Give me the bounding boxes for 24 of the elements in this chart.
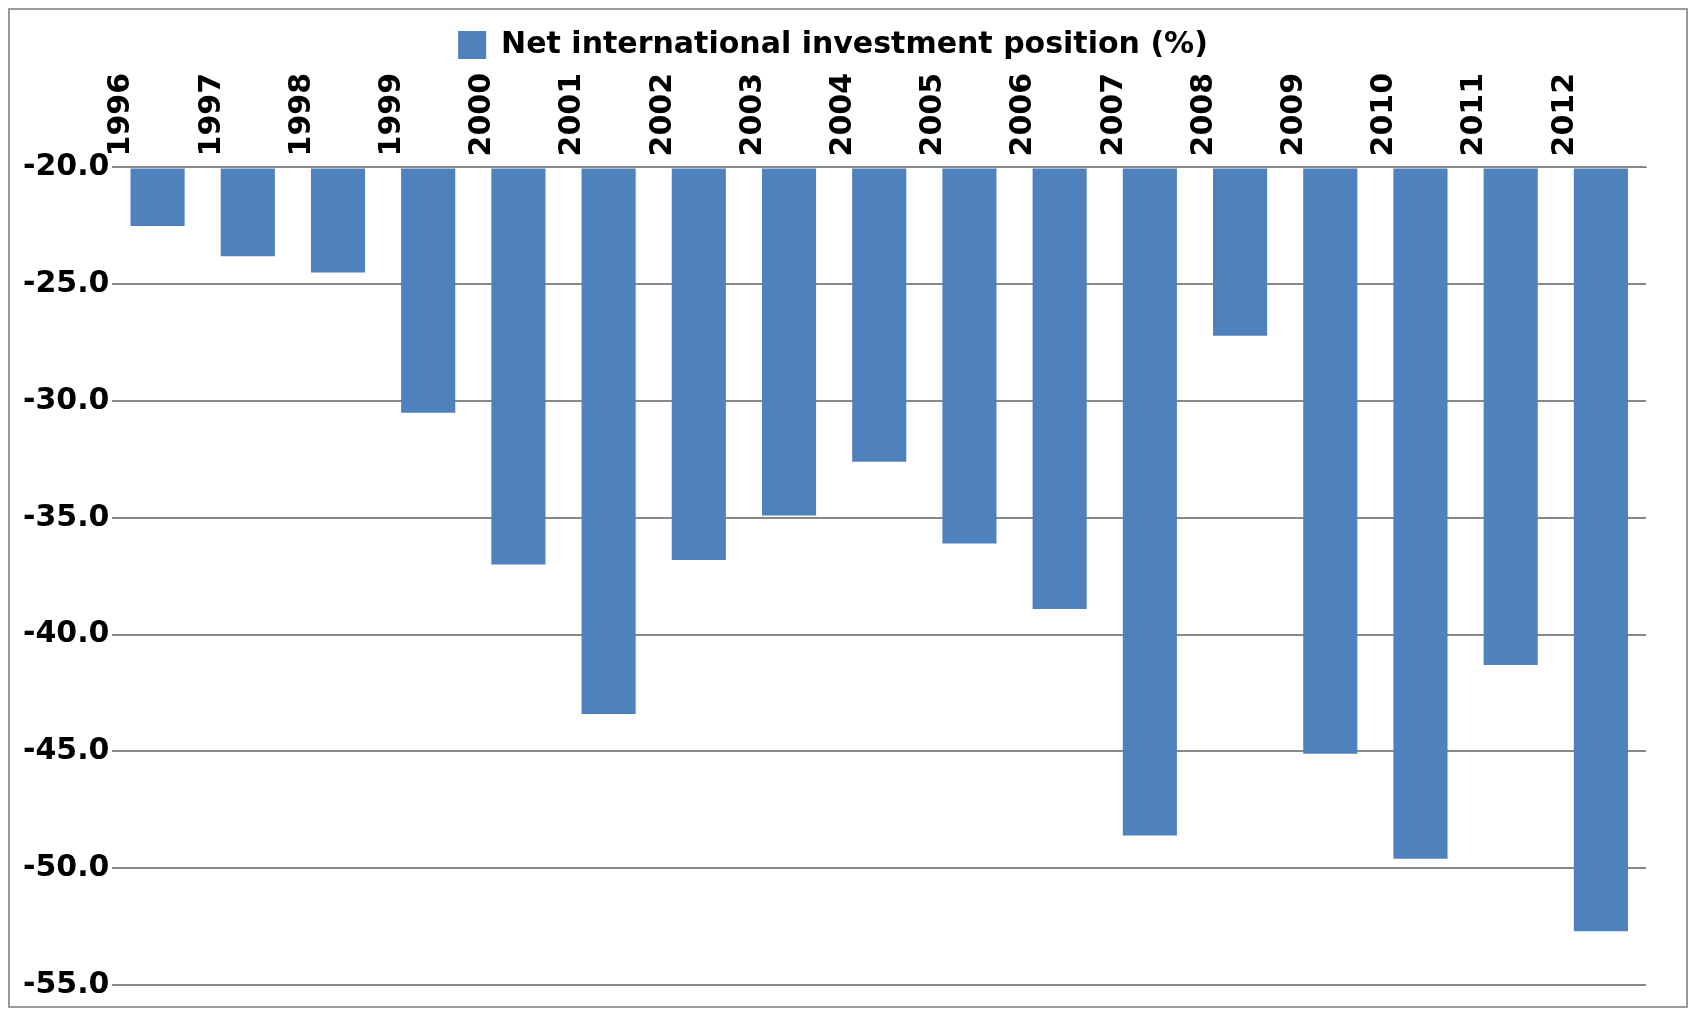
x-tick-label: 2004	[823, 73, 859, 157]
y-tick-label: -25.0	[22, 264, 110, 300]
x-tick-label: 2007	[1093, 73, 1129, 157]
x-tick-label: 2011	[1454, 73, 1490, 157]
y-tick-label: -35.0	[22, 497, 110, 533]
x-tick-label: 2006	[1003, 73, 1039, 157]
x-tick-label: 2001	[552, 73, 588, 157]
x-tick-label: 1998	[281, 73, 317, 157]
x-tick-label: 2008	[1183, 73, 1219, 157]
x-tick-label: 1997	[191, 73, 227, 157]
x-tick-label: 2000	[462, 73, 498, 157]
legend-label: Net international investment position (%)	[501, 24, 1208, 60]
y-tick-label: -50.0	[22, 848, 110, 884]
x-tick-label: 2012	[1544, 73, 1580, 157]
x-tick-label: 2009	[1274, 73, 1310, 157]
x-tick-label: 2002	[642, 73, 678, 157]
x-tick-label: 1999	[371, 73, 407, 157]
x-tick-label: 2010	[1364, 73, 1400, 157]
y-tick-label: -30.0	[22, 380, 110, 416]
y-tick-label: -45.0	[22, 731, 110, 767]
x-tick-label: 2003	[732, 73, 768, 157]
x-tick-label: 2005	[913, 73, 949, 157]
y-tick-label: -55.0	[22, 964, 110, 1000]
y-tick-label: -40.0	[22, 614, 110, 650]
